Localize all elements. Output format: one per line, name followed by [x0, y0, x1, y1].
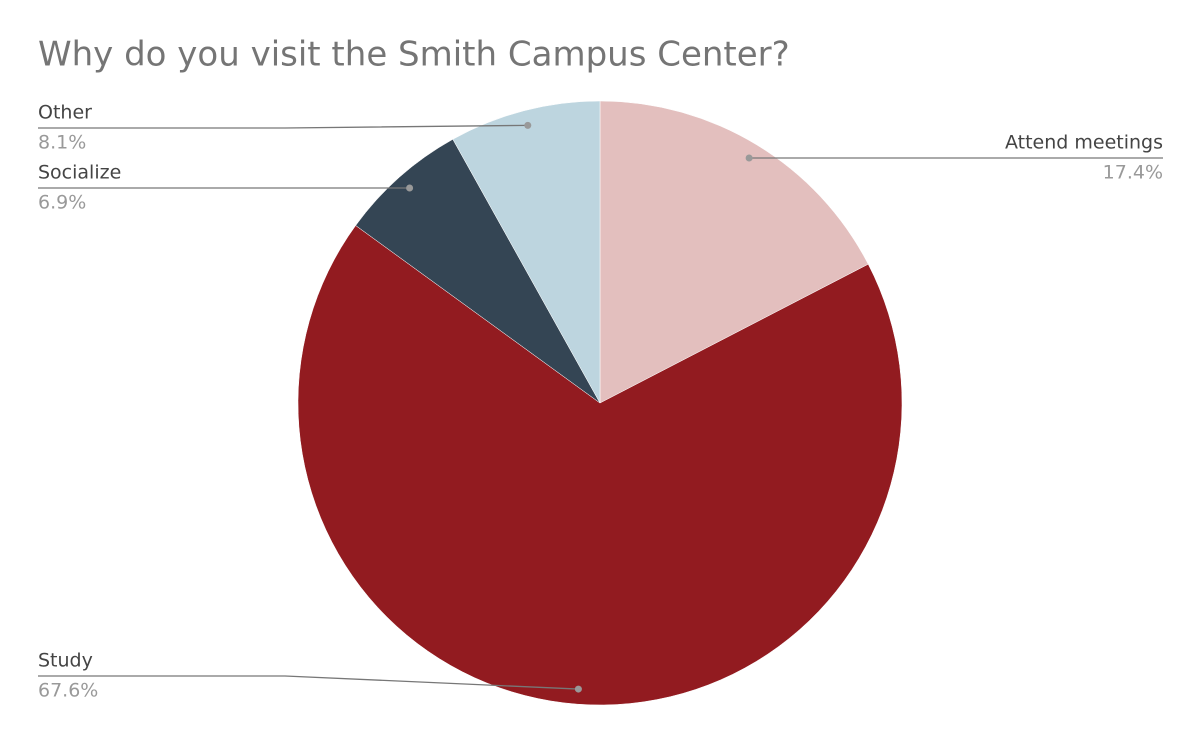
value-label: 67.6% [38, 680, 98, 702]
leader-dot [574, 685, 582, 693]
leader-line [38, 675, 579, 690]
pie-slice [297, 225, 903, 706]
slice-label: Socialize [38, 162, 121, 184]
pie-slice [452, 100, 601, 404]
pie-slice [599, 100, 869, 404]
leader-line [38, 124, 528, 129]
leader-dot [406, 184, 414, 192]
leader-dot [745, 154, 753, 162]
slice-label: Study [38, 650, 93, 672]
chart-title: Why do you visit the Smith Campus Center… [38, 35, 790, 75]
slice-label: Other [38, 102, 92, 124]
value-label: 6.9% [38, 192, 86, 214]
value-label: 17.4% [1103, 162, 1163, 184]
value-label: 8.1% [38, 132, 86, 154]
slice-label: Attend meetings [1005, 132, 1163, 154]
pie-slice [355, 138, 601, 404]
leader-dot [524, 121, 532, 129]
